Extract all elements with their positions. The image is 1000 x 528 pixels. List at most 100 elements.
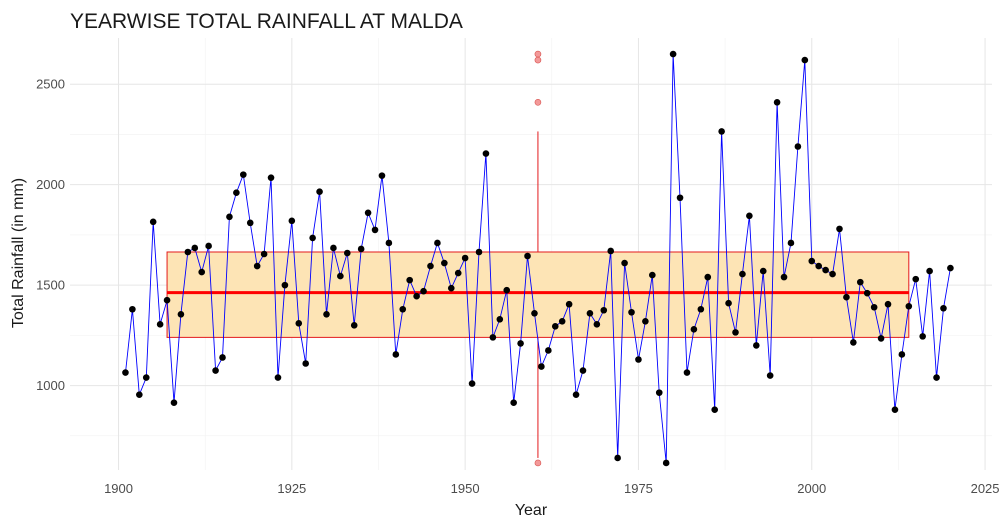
axis-ticks: 1900 1925 1950 1975 2000 2025 1000 1500 2000 2500 xyxy=(36,77,999,496)
x-tick-label: 2025 xyxy=(971,481,1000,496)
data-point xyxy=(579,367,587,374)
data-point xyxy=(413,292,420,300)
data-point xyxy=(406,276,413,284)
data-point xyxy=(628,308,635,316)
data-point xyxy=(600,306,608,314)
data-point xyxy=(676,194,684,202)
data-point xyxy=(489,334,497,341)
data-point xyxy=(933,374,940,381)
y-tick-label: 1000 xyxy=(36,378,65,393)
data-point xyxy=(129,305,136,313)
data-point xyxy=(496,316,504,323)
data-point xyxy=(773,98,781,106)
outlier-point xyxy=(534,459,542,467)
data-point xyxy=(531,309,538,317)
data-point xyxy=(808,257,816,265)
data-point xyxy=(863,289,871,297)
data-point xyxy=(136,391,143,398)
data-point xyxy=(219,354,226,361)
data-point xyxy=(780,273,788,281)
data-point xyxy=(357,245,365,253)
data-point xyxy=(468,380,476,387)
data-point xyxy=(704,273,712,281)
data-point xyxy=(649,271,656,279)
data-point xyxy=(829,270,836,278)
data-point xyxy=(843,293,850,301)
x-tick-label: 2000 xyxy=(797,481,826,496)
data-point xyxy=(184,248,192,256)
data-point xyxy=(940,304,947,312)
data-point xyxy=(753,342,760,349)
data-point xyxy=(385,239,393,247)
data-point xyxy=(205,242,212,250)
data-point xyxy=(454,269,462,277)
data-point xyxy=(558,318,566,325)
x-axis-title: Year xyxy=(515,502,548,519)
data-point xyxy=(337,272,344,280)
data-point xyxy=(281,281,289,289)
data-point xyxy=(226,213,233,221)
data-point xyxy=(364,209,372,217)
data-point xyxy=(545,347,552,354)
data-point xyxy=(149,218,157,226)
x-tick-label: 1950 xyxy=(451,481,480,496)
data-point xyxy=(565,300,573,308)
data-point xyxy=(461,254,469,262)
box-iqr xyxy=(166,251,910,338)
data-point xyxy=(212,367,219,374)
data-point xyxy=(240,171,247,178)
data-point xyxy=(614,454,621,462)
data-point xyxy=(947,264,954,272)
data-point xyxy=(378,172,386,179)
data-point xyxy=(635,356,642,363)
data-point xyxy=(912,275,920,283)
data-point xyxy=(662,459,670,467)
data-point xyxy=(343,249,351,257)
data-point xyxy=(856,278,864,286)
data-point xyxy=(725,299,732,307)
outlier-point xyxy=(534,56,542,64)
data-point xyxy=(642,318,649,325)
data-point xyxy=(330,244,337,252)
boxplot xyxy=(166,50,910,467)
data-point xyxy=(884,300,892,308)
data-point xyxy=(870,303,878,311)
data-point xyxy=(323,310,330,318)
data-point xyxy=(156,321,164,328)
outlier-point xyxy=(534,50,542,58)
data-point xyxy=(655,389,663,396)
data-point xyxy=(524,252,531,260)
chart-title: YEARWISE TOTAL RAINFALL AT MALDA xyxy=(70,10,463,33)
data-point xyxy=(441,259,448,267)
x-tick-label: 1925 xyxy=(277,481,306,496)
data-point xyxy=(475,248,483,256)
data-point xyxy=(836,225,843,233)
data-point xyxy=(503,286,511,294)
data-point xyxy=(926,267,933,275)
data-point xyxy=(905,302,913,310)
data-point xyxy=(267,174,275,181)
rainfall-series xyxy=(122,50,954,467)
data-point xyxy=(288,217,296,225)
x-tick-label: 1900 xyxy=(104,481,133,496)
y-tick-label: 1500 xyxy=(36,278,65,293)
data-point xyxy=(434,239,441,247)
data-point xyxy=(572,391,580,398)
data-point xyxy=(898,351,906,358)
outlier-point xyxy=(534,98,542,106)
data-point xyxy=(517,340,524,347)
data-point xyxy=(316,188,323,196)
data-point xyxy=(732,329,739,336)
data-point xyxy=(850,339,857,346)
data-point xyxy=(593,321,601,328)
data-point xyxy=(309,234,316,242)
data-point xyxy=(683,369,691,376)
data-point xyxy=(198,268,206,276)
data-point xyxy=(586,309,594,317)
data-point xyxy=(233,189,240,197)
y-tick-label: 2000 xyxy=(36,177,65,192)
data-point xyxy=(891,406,899,414)
data-point xyxy=(794,143,802,150)
data-point xyxy=(399,305,407,313)
data-point xyxy=(697,305,705,313)
